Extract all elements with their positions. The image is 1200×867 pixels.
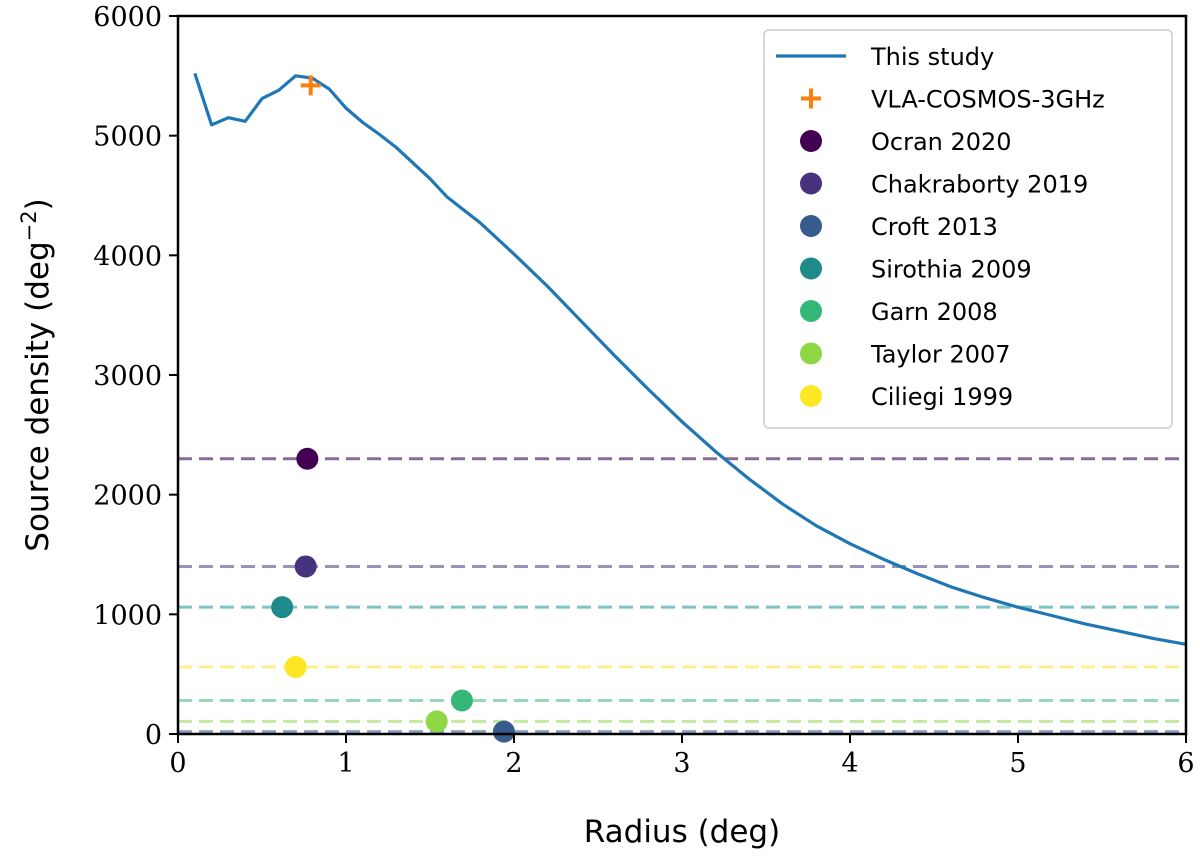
y-tick-label: 1000 (93, 600, 162, 631)
data-point-taylor-2007 (425, 710, 448, 733)
series-line-this-study (193, 72, 1187, 646)
x-tick-label: 5 (1009, 748, 1026, 779)
data-point-ocran-2020 (296, 447, 319, 470)
y-axis: 0 1000 2000 3000 4000 5000 6000 (93, 2, 178, 751)
y-tick-label: 0 (145, 720, 162, 751)
legend-handle-chakraborty-2019 (800, 172, 822, 195)
legend-label-ciliegi-1999: Ciliegi 1999 (871, 383, 1013, 411)
data-point-chakraborty-2019 (294, 555, 317, 578)
legend-handle-ciliegi-1999 (800, 385, 822, 407)
x-tick-label: 6 (1177, 748, 1194, 779)
x-axis-label: Radius (deg) (584, 814, 780, 850)
data-point-sirothia-2009 (271, 596, 294, 619)
legend-box (763, 29, 1173, 429)
reference-lines (178, 457, 1186, 734)
legend-label-taylor-2007: Taylor 2007 (870, 341, 1011, 369)
y-tick-label: 2000 (93, 481, 162, 512)
legend-handle-sirothia-2009 (800, 257, 822, 280)
series-lines (193, 72, 1187, 646)
legend-handle-taylor-2007 (800, 342, 822, 365)
y-axis-label-superscript: −2 (17, 210, 41, 241)
y-axis-label-close: ) (20, 198, 56, 210)
y-axis-label: Source density (deg−2) (17, 198, 56, 551)
legend-handle-ocran-2020 (800, 130, 822, 152)
data-point-vla-cosmos-3ghz (300, 75, 321, 96)
y-tick-label: 5000 (93, 122, 162, 153)
legend: This study VLA-COSMOS-3GHz Ocran 2020 Chakr… (763, 29, 1173, 429)
y-tick-label: 6000 (93, 2, 162, 33)
data-point-ciliegi-1999 (284, 655, 307, 678)
legend-handle-croft-2013 (800, 215, 822, 237)
x-tick-label: 4 (841, 748, 858, 779)
legend-label-sirothia-2009: Sirothia 2009 (871, 256, 1032, 284)
data-point-garn-2008 (450, 689, 473, 712)
legend-label-garn-2008: Garn 2008 (871, 298, 998, 326)
x-tick-label: 0 (169, 748, 186, 779)
legend-label-chakraborty-2019: Chakraborty 2019 (871, 171, 1088, 199)
x-tick-label: 2 (505, 748, 522, 779)
y-tick-label: 4000 (93, 241, 162, 272)
legend-label-ocran-2020: Ocran 2020 (871, 128, 1012, 156)
y-tick-label: 3000 (93, 361, 162, 392)
data-point-croft-2013 (492, 720, 515, 743)
legend-label-vla-cosmos-3ghz: VLA-COSMOS-3GHz (871, 86, 1105, 114)
legend-label-this-study: This study (870, 43, 994, 71)
x-tick-label: 1 (337, 748, 354, 779)
legend-label-croft-2013: Croft 2013 (871, 213, 998, 241)
y-axis-label-main: Source density (deg (20, 241, 56, 551)
legend-handle-vla-cosmos-3ghz (801, 88, 821, 109)
series-markers (271, 75, 515, 743)
x-tick-label: 3 (673, 748, 690, 779)
x-axis: 0 1 2 3 4 5 6 (169, 734, 1195, 779)
legend-handle-garn-2008 (800, 300, 822, 322)
